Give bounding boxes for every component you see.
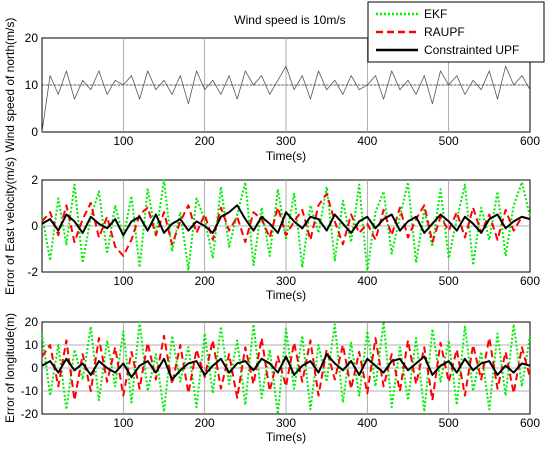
series-line-constrainted-upf xyxy=(41,353,531,381)
y-tick-label: -10 xyxy=(21,384,39,398)
x-tick-label: 600 xyxy=(520,416,540,430)
panel-wind-speed: 100 200 300 400 500 600 0 10 20 Time(s) Wind spe… xyxy=(3,18,540,163)
figure-title: Wind speed is 10m/s xyxy=(234,13,345,27)
x-tick-label: 200 xyxy=(195,416,215,430)
x-tick-label: 200 xyxy=(195,274,215,288)
series-group xyxy=(41,65,531,133)
ticks: 100 200 300 400 500 600 -2 0 2 xyxy=(27,173,540,288)
y-tick-label: 0 xyxy=(31,361,38,375)
y-axis-label: Error of East velocity(m/s) xyxy=(3,157,17,295)
panel-east-velocity-error: 100 200 300 400 500 600 -2 0 2 Time(s) Error of … xyxy=(3,157,540,302)
grid xyxy=(42,180,530,272)
x-tick-label: 500 xyxy=(439,134,459,148)
legend-item-raupf: RAUPF xyxy=(376,25,465,39)
legend-item-ekf: EKF xyxy=(376,7,447,21)
x-tick-label: 600 xyxy=(520,274,540,288)
x-axis-label: Time(s) xyxy=(266,149,306,163)
y-tick-label: -2 xyxy=(27,265,38,279)
x-tick-label: 100 xyxy=(113,134,133,148)
series-line-constrainted-upf xyxy=(41,204,531,237)
legend-label-raupf: RAUPF xyxy=(424,25,465,39)
series-line-wind-speed xyxy=(41,65,531,133)
x-tick-label: 100 xyxy=(113,416,133,430)
series-group xyxy=(41,321,531,415)
x-tick-label: 300 xyxy=(276,416,296,430)
y-tick-label: 2 xyxy=(31,173,38,187)
legend-label-ekf: EKF xyxy=(424,7,447,21)
y-axis-label: Wind speed of north(m/s) xyxy=(3,18,17,153)
legend: EKF RAUPF Constrainted UPF xyxy=(367,1,545,63)
y-tick-label: 10 xyxy=(25,78,39,92)
x-tick-label: 200 xyxy=(195,134,215,148)
series-line-raupf xyxy=(41,334,531,402)
y-axis-label: Error of longitude(m) xyxy=(3,313,17,423)
x-tick-label: 400 xyxy=(357,274,377,288)
y-tick-label: 20 xyxy=(25,315,39,329)
y-tick-label: 10 xyxy=(25,338,39,352)
x-axis-label: Time(s) xyxy=(266,288,306,302)
legend-label-constrainted-upf: Constrainted UPF xyxy=(424,43,519,57)
y-tick-label: 0 xyxy=(31,125,38,139)
x-tick-label: 300 xyxy=(276,134,296,148)
x-tick-label: 400 xyxy=(357,134,377,148)
series-line-ekf xyxy=(41,321,531,415)
series-group xyxy=(41,179,531,273)
x-tick-label: 400 xyxy=(357,416,377,430)
x-axis-label: Time(s) xyxy=(266,430,306,444)
y-tick-label: 20 xyxy=(25,31,39,45)
x-tick-label: 100 xyxy=(113,274,133,288)
x-tick-label: 500 xyxy=(439,416,459,430)
series-line-ekf xyxy=(41,179,531,273)
x-tick-label: 300 xyxy=(276,274,296,288)
x-tick-label: 500 xyxy=(439,274,459,288)
x-tick-label: 600 xyxy=(520,134,540,148)
panel-longitude-error: 100 200 300 400 500 600 -20 -10 0 10 20 Time(s) Er… xyxy=(3,313,540,444)
y-tick-label: -20 xyxy=(21,407,39,421)
series-line-raupf xyxy=(41,192,531,257)
legend-item-constrainted-upf: Constrainted UPF xyxy=(376,43,519,57)
legend-box xyxy=(367,1,545,63)
ticks: 100 200 300 400 500 600 -20 -10 0 10 20 xyxy=(21,315,541,430)
y-tick-label: 0 xyxy=(31,219,38,233)
ticks: 100 200 300 400 500 600 0 10 20 xyxy=(25,31,541,148)
